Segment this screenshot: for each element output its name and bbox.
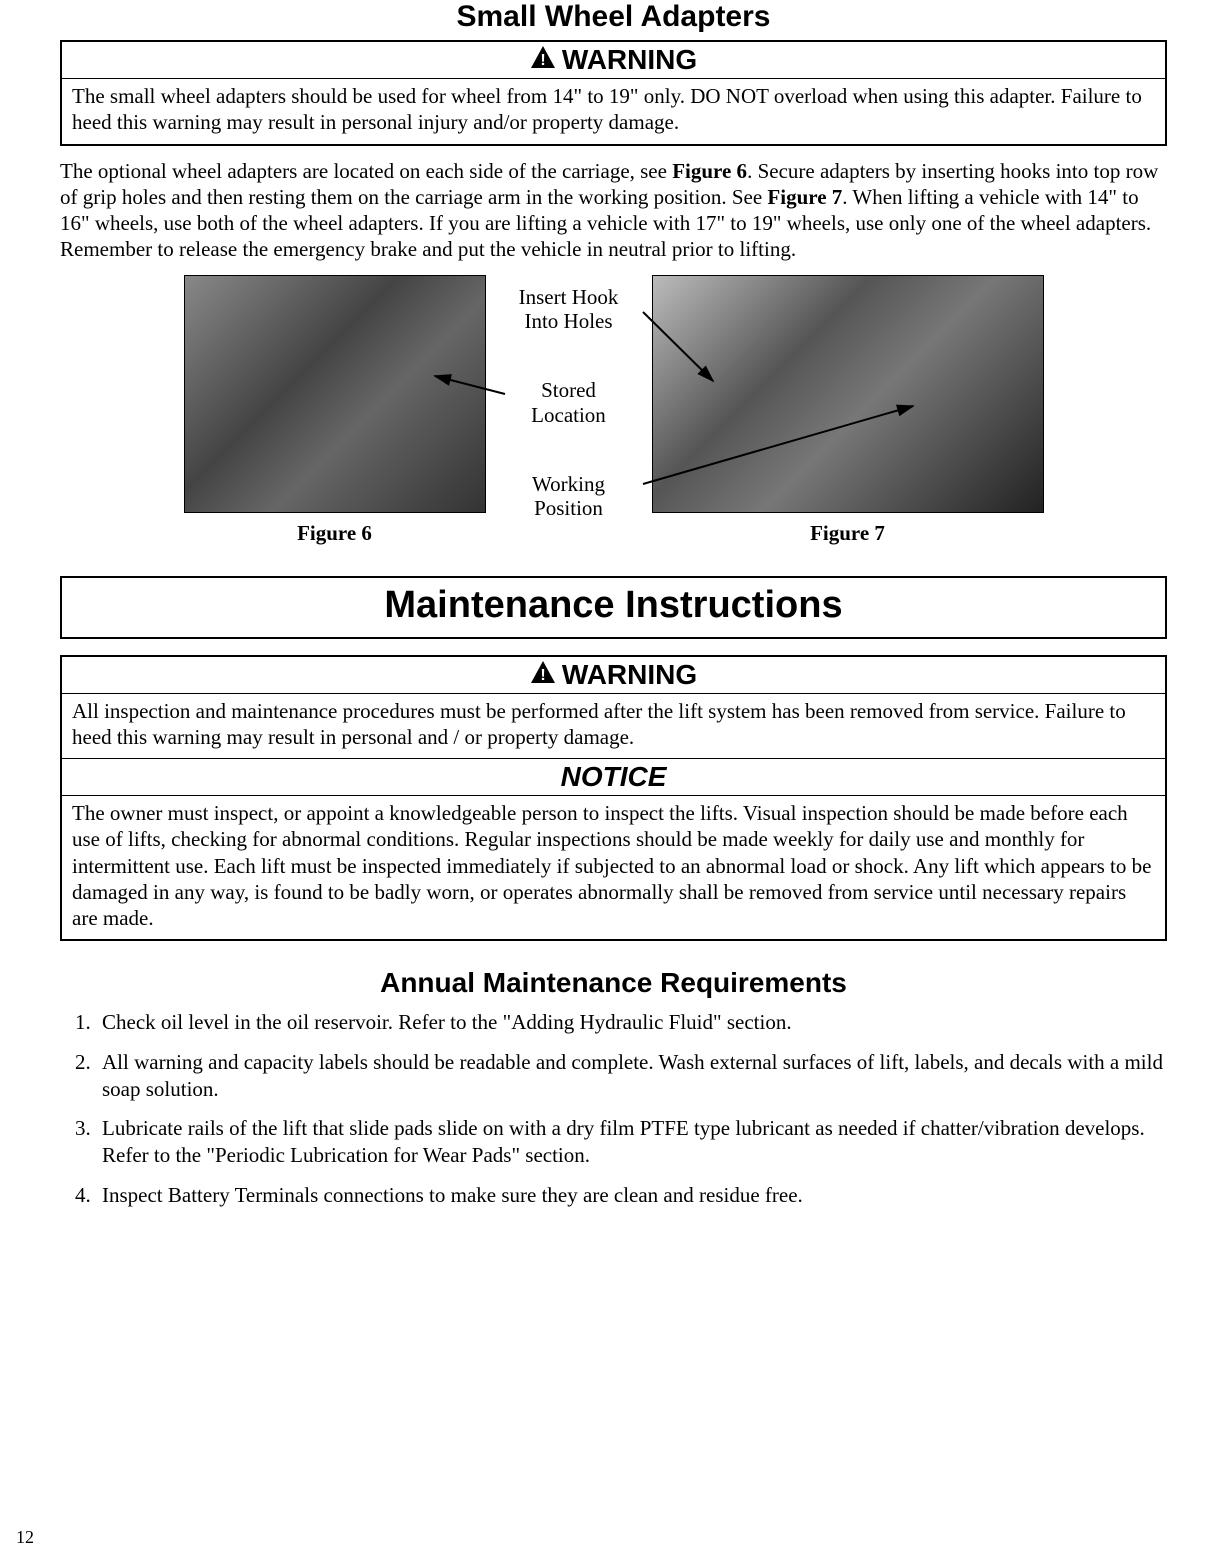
figure-6: Figure 6 — [184, 275, 486, 546]
notice-body: The owner must inspect, or appoint a kno… — [62, 796, 1165, 939]
label-working-position: Working Position — [504, 472, 634, 520]
warning-header-text-2: WARNING — [562, 659, 697, 691]
annual-item: Inspect Battery Terminals connections to… — [96, 1182, 1167, 1209]
annual-list: Check oil level in the oil reservoir. Re… — [66, 1009, 1167, 1209]
annual-item: All warning and capacity labels should b… — [96, 1049, 1167, 1104]
figure-7: Figure 7 — [652, 275, 1044, 546]
notice-header: NOTICE — [62, 758, 1165, 796]
figure-row: Figure 6 Insert Hook Into Holes Stored L… — [60, 275, 1167, 546]
label-stored-location: Stored Location — [504, 378, 634, 426]
figure-7-image — [652, 275, 1044, 513]
figure-6-image — [184, 275, 486, 513]
warning-body-1: The small wheel adapters should be used … — [62, 79, 1165, 144]
figure-mid-labels: Insert Hook Into Holes Stored Location W… — [486, 275, 652, 531]
svg-text:!: ! — [540, 52, 545, 69]
annual-item: Lubricate rails of the lift that slide p… — [96, 1115, 1167, 1170]
annual-header: Annual Maintenance Requirements — [60, 967, 1167, 999]
annual-item: Check oil level in the oil reservoir. Re… — [96, 1009, 1167, 1036]
page: Small Wheel Adapters ! WARNING The small… — [0, 0, 1227, 1562]
label-insert-hook: Insert Hook Into Holes — [504, 285, 634, 333]
page-number: 12 — [16, 1527, 34, 1548]
section-title: Maintenance Instructions — [384, 584, 842, 626]
warning-box-1: ! WARNING The small wheel adapters shoul… — [60, 40, 1167, 146]
warning-triangle-icon: ! — [530, 659, 556, 691]
warning-body-2: All inspection and maintenance procedure… — [62, 694, 1165, 759]
figure-6-caption: Figure 6 — [297, 521, 372, 546]
svg-text:!: ! — [540, 667, 545, 684]
warning-triangle-icon: ! — [530, 44, 556, 76]
section-title-box: Maintenance Instructions — [60, 576, 1167, 639]
figure-7-caption: Figure 7 — [810, 521, 885, 546]
warning-header-text-1: WARNING — [562, 44, 697, 76]
warning-notice-box: ! WARNING All inspection and maintenance… — [60, 655, 1167, 942]
warning-header-2: ! WARNING — [62, 657, 1165, 694]
intro-paragraph: The optional wheel adapters are located … — [60, 158, 1167, 263]
top-title: Small Wheel Adapters — [60, 0, 1167, 34]
warning-header-1: ! WARNING — [62, 42, 1165, 79]
